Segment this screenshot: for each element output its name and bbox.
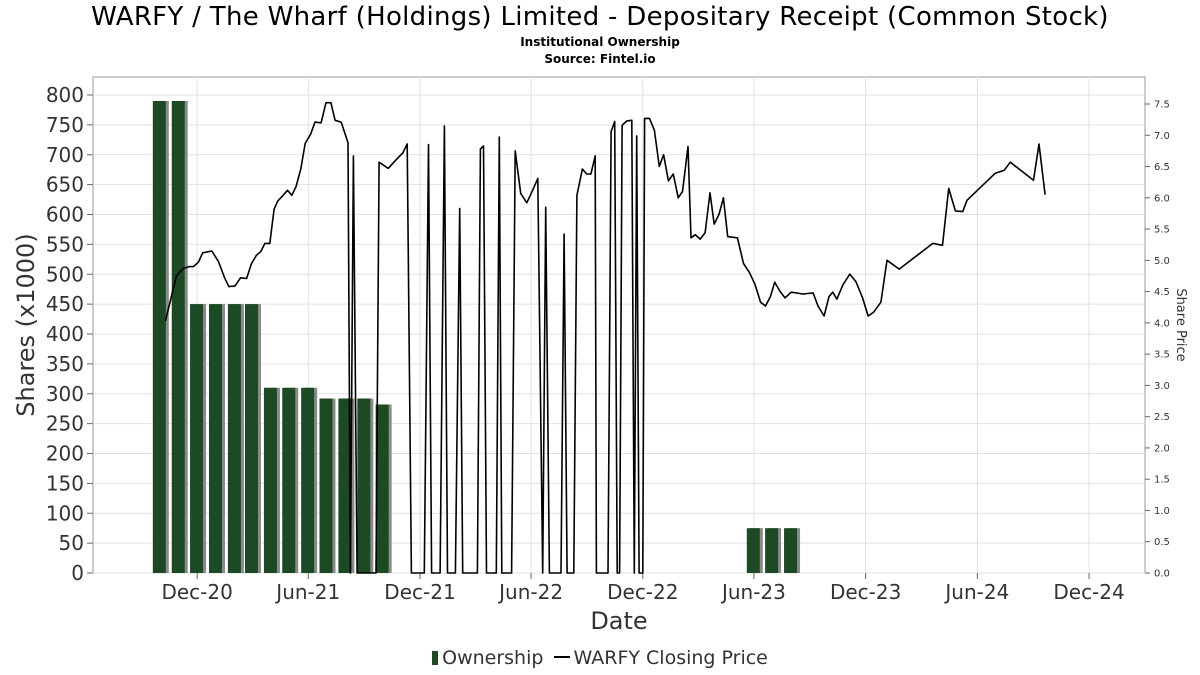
- y2-tick-label: 0.0: [1154, 569, 1170, 580]
- bar-fill: [282, 387, 296, 573]
- y-tick-label: 150: [46, 471, 84, 495]
- y-tick-label: 100: [46, 501, 84, 525]
- y-tick-label: 200: [46, 442, 84, 466]
- y-tick-label: 700: [46, 143, 84, 167]
- price-line: [164, 101, 1046, 574]
- bar-fill: [375, 404, 389, 573]
- y2-tick-label: 2.5: [1154, 412, 1170, 423]
- y2-tick-label: 4.5: [1154, 287, 1170, 298]
- bar-fill: [357, 398, 371, 573]
- y-tick-label: 400: [46, 322, 84, 346]
- bar-fill: [227, 304, 241, 573]
- bar: [301, 387, 318, 573]
- y-tick-label: 600: [46, 203, 84, 227]
- x-tick-label: Jun-22: [497, 580, 563, 604]
- bar-fill: [784, 528, 798, 573]
- bar-fill: [190, 304, 204, 573]
- bar: [208, 304, 225, 573]
- x-axis: Dec-20 Jun-21 Dec-21 Jun-22 Dec-22 Jun-23 Dec-…: [161, 573, 1125, 635]
- x-tick-label: Jun-23: [720, 580, 786, 604]
- legend-item-ownership: Ownership: [432, 647, 543, 669]
- chart-subtitle: Institutional Ownership: [520, 35, 680, 49]
- y-tick-label: 650: [46, 173, 84, 197]
- y2-tick-label: 3.0: [1154, 381, 1170, 392]
- bar-fill: [245, 304, 258, 573]
- y-axis-right: 0.0 0.5 1.0 1.5 2.0 2.5 3.0 3.5 4.0 4.5 5.0 5.5 6.0 6…: [1145, 100, 1188, 580]
- legend-swatch-ownership: [432, 651, 439, 665]
- legend-item-price: WARFY Closing Price: [553, 647, 768, 669]
- y-tick-label: 250: [46, 412, 84, 436]
- y-tick-label: 300: [46, 382, 84, 406]
- y-tick-label: 50: [59, 531, 84, 555]
- y2-tick-label: 7.5: [1154, 100, 1170, 111]
- x-tick-label: Dec-22: [607, 580, 678, 604]
- y2-axis-title: Share Price: [1173, 288, 1188, 361]
- bar-fill: [765, 528, 779, 573]
- bar-fill: [746, 528, 760, 573]
- bar-fill: [263, 387, 277, 573]
- y-tick-label: 450: [46, 292, 84, 316]
- legend-label-price: WARFY Closing Price: [573, 647, 768, 669]
- x-tick-label: Dec-21: [384, 580, 455, 604]
- bar-fill: [171, 100, 185, 573]
- bar: [190, 304, 207, 573]
- y2-tick-label: 1.0: [1154, 506, 1170, 517]
- y-tick-label: 500: [46, 262, 84, 286]
- chart-source: Source: Fintel.io: [544, 52, 656, 66]
- y-tick-label: 800: [46, 83, 84, 107]
- chart-legend: Ownership WARFY Closing Price: [0, 647, 1200, 669]
- y-tick-label: 350: [46, 352, 84, 376]
- bar: [245, 304, 261, 573]
- x-tick-label: Dec-24: [1053, 580, 1124, 604]
- y2-tick-label: 5.5: [1154, 225, 1170, 236]
- y-tick-label: 550: [46, 232, 84, 256]
- bar: [263, 387, 280, 573]
- legend-label-ownership: Ownership: [442, 647, 544, 669]
- legend-swatch-price: [553, 656, 570, 658]
- ownership-bars: [152, 100, 801, 573]
- chart-title: WARFY / The Wharf (Holdings) Limited - D…: [91, 2, 1109, 32]
- y-axis-title: Shares (x1000): [12, 233, 40, 416]
- bar: [784, 528, 801, 573]
- y-tick-label: 0: [71, 561, 84, 585]
- y2-tick-label: 2.0: [1154, 443, 1170, 454]
- bar: [746, 528, 763, 573]
- y2-tick-label: 6.5: [1154, 162, 1170, 173]
- x-axis-title: Date: [590, 607, 647, 635]
- bar: [282, 387, 299, 573]
- bar: [375, 404, 392, 573]
- bar-fill: [301, 387, 315, 573]
- x-tick-label: Dec-20: [161, 580, 232, 604]
- bar: [357, 398, 374, 573]
- y2-tick-label: 0.5: [1154, 537, 1170, 548]
- y2-tick-label: 6.0: [1154, 193, 1170, 204]
- bar: [227, 304, 244, 573]
- y2-tick-label: 7.0: [1154, 131, 1170, 142]
- y-axis-left: 0 50 100 150 200 250 300 350 400 450 500 550 600 650 7…: [12, 83, 93, 585]
- y2-tick-label: 5.0: [1154, 256, 1170, 267]
- bar: [152, 100, 169, 573]
- x-tick-label: Jun-21: [274, 580, 340, 604]
- y2-tick-label: 1.5: [1154, 475, 1170, 486]
- bar: [319, 398, 336, 573]
- bar-fill: [338, 398, 352, 573]
- bar: [765, 528, 782, 573]
- x-tick-label: Jun-24: [943, 580, 1009, 604]
- bar-fill: [152, 100, 166, 573]
- bar: [171, 100, 188, 573]
- y2-tick-label: 3.5: [1154, 350, 1170, 361]
- x-tick-label: Dec-23: [830, 580, 901, 604]
- y-tick-label: 750: [46, 113, 84, 137]
- y2-tick-label: 4.0: [1154, 318, 1170, 329]
- bar-fill: [208, 304, 222, 573]
- bar-fill: [319, 398, 333, 573]
